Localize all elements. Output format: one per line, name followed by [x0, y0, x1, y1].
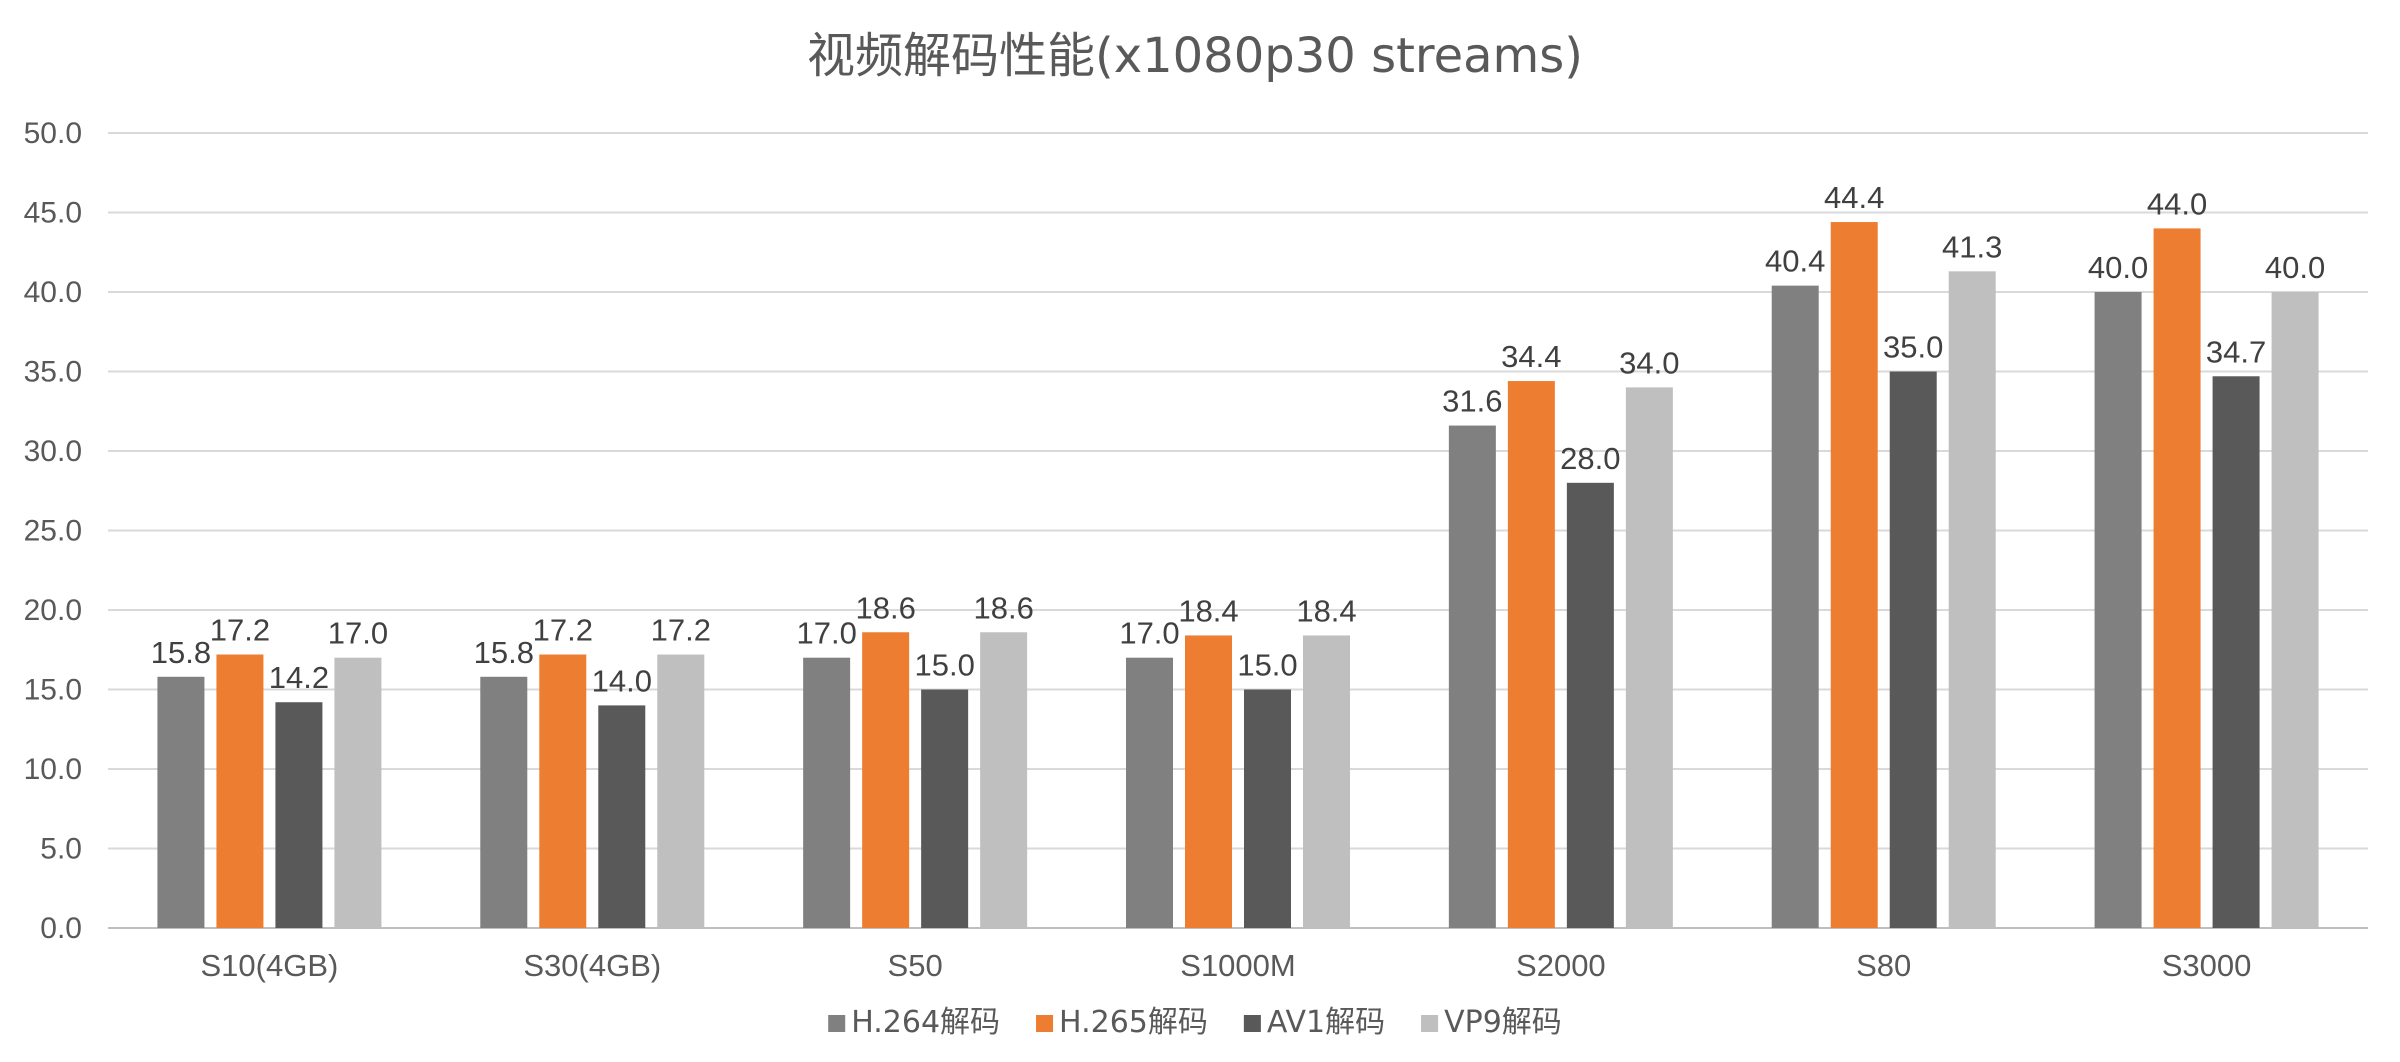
- legend-swatch: [1036, 1015, 1054, 1032]
- x-tick-label: S1000M: [1180, 948, 1295, 983]
- y-tick-label: 30.0: [24, 435, 82, 468]
- legend-label: H.264解码: [851, 1005, 1000, 1040]
- x-tick-label: S2000: [1516, 948, 1606, 983]
- data-label: 14.2: [269, 660, 329, 695]
- legend-item[interactable]: H.264解码: [828, 1005, 1000, 1040]
- x-tick-label: S50: [888, 948, 943, 983]
- y-tick-label: 50.0: [24, 117, 82, 150]
- bar: [2212, 376, 2260, 928]
- data-label: 14.0: [592, 663, 652, 698]
- bar: [1126, 657, 1173, 928]
- bar: [1566, 482, 1614, 928]
- gridlines: [108, 132, 2368, 929]
- legend-swatch: [1243, 1015, 1261, 1032]
- data-labels: 15.817.214.217.015.817.214.017.2 17.018.6…: [151, 180, 2325, 698]
- bar: [598, 705, 646, 928]
- y-axis-ticks: 0.0 5.0 10.0 15.0 20.0 25.0 30.0 35.0 40.0 45.0 50…: [24, 117, 82, 945]
- data-label: 34.0: [1619, 345, 1679, 380]
- x-tick-label: S80: [1856, 948, 1911, 983]
- bar: [539, 654, 587, 928]
- data-label: 18.6: [973, 590, 1033, 625]
- data-label: 15.8: [474, 635, 534, 670]
- data-label: 28.0: [1560, 441, 1620, 476]
- bar: [1507, 381, 1555, 928]
- data-label: 41.3: [1942, 229, 2002, 264]
- data-label: 44.0: [2147, 186, 2207, 221]
- data-label: 40.0: [2265, 250, 2325, 285]
- data-label: 34.7: [2206, 334, 2266, 369]
- bar: [657, 654, 705, 928]
- legend-label: H.265解码: [1059, 1005, 1208, 1040]
- bar: [803, 657, 851, 928]
- data-label: 17.2: [651, 613, 711, 648]
- data-label: 40.4: [1765, 244, 1825, 279]
- bar: [334, 657, 382, 928]
- bar: [921, 689, 969, 928]
- bar: [1185, 635, 1232, 928]
- bar: [1771, 285, 1819, 928]
- data-label: 31.6: [1442, 384, 1502, 419]
- legend-swatch: [828, 1015, 846, 1032]
- bar: [1830, 222, 1878, 929]
- y-tick-label: 5.0: [40, 833, 82, 866]
- data-label: 18.6: [855, 590, 915, 625]
- x-axis-ticks: S10(4GB) S30(4GB) S50 S1000M S2000 S80 S3000: [201, 948, 2252, 983]
- y-tick-label: 25.0: [24, 515, 82, 548]
- data-label: 44.4: [1824, 180, 1884, 215]
- bar: [1889, 371, 1937, 928]
- data-label: 35.0: [1883, 330, 1943, 365]
- legend-swatch: [1421, 1015, 1439, 1032]
- data-label: 15.0: [1237, 648, 1297, 683]
- data-label: 17.0: [1119, 616, 1179, 651]
- x-tick-label: S3000: [2162, 948, 2252, 983]
- data-label: 15.0: [914, 648, 974, 683]
- chart-title: 视频解码性能(x1080p30 streams): [807, 28, 1583, 84]
- y-tick-label: 40.0: [24, 276, 82, 309]
- bar: [157, 676, 205, 928]
- legend-item[interactable]: AV1解码: [1243, 1005, 1385, 1040]
- bar: [480, 676, 528, 928]
- bars: [157, 222, 2319, 929]
- bar: [2271, 292, 2319, 928]
- y-tick-label: 10.0: [24, 753, 82, 786]
- x-tick-label: S30(4GB): [523, 948, 661, 983]
- bar: [862, 632, 910, 928]
- data-label: 15.8: [151, 635, 211, 670]
- bar: [1244, 689, 1291, 928]
- legend-item[interactable]: VP9解码: [1421, 1005, 1562, 1040]
- bar: [1625, 387, 1673, 928]
- x-tick-label: S10(4GB): [201, 948, 339, 983]
- data-label: 18.4: [1178, 593, 1238, 628]
- bar: [2094, 292, 2142, 928]
- bar: [1303, 635, 1350, 928]
- y-tick-label: 15.0: [24, 674, 82, 707]
- legend-label: AV1解码: [1267, 1005, 1385, 1040]
- legend: H.264解码 H.265解码 AV1解码 VP9解码: [828, 1005, 1562, 1040]
- bar: [1948, 271, 1996, 929]
- data-label: 17.0: [796, 616, 856, 651]
- bar: [1448, 425, 1496, 928]
- data-label: 17.2: [210, 613, 270, 648]
- legend-label: VP9解码: [1444, 1005, 1562, 1040]
- data-label: 40.0: [2088, 250, 2148, 285]
- data-label: 18.4: [1296, 593, 1356, 628]
- bar: [2153, 228, 2201, 928]
- bar: [980, 632, 1028, 928]
- y-tick-label: 20.0: [24, 594, 82, 627]
- bar: [275, 702, 323, 928]
- bar: [216, 654, 264, 928]
- y-tick-label: 45.0: [24, 197, 82, 230]
- legend-item[interactable]: H.265解码: [1036, 1005, 1208, 1040]
- y-tick-label: 35.0: [24, 356, 82, 389]
- data-label: 17.0: [328, 616, 388, 651]
- data-label: 34.4: [1501, 339, 1561, 374]
- data-label: 17.2: [533, 613, 593, 648]
- y-tick-label: 0.0: [40, 912, 82, 945]
